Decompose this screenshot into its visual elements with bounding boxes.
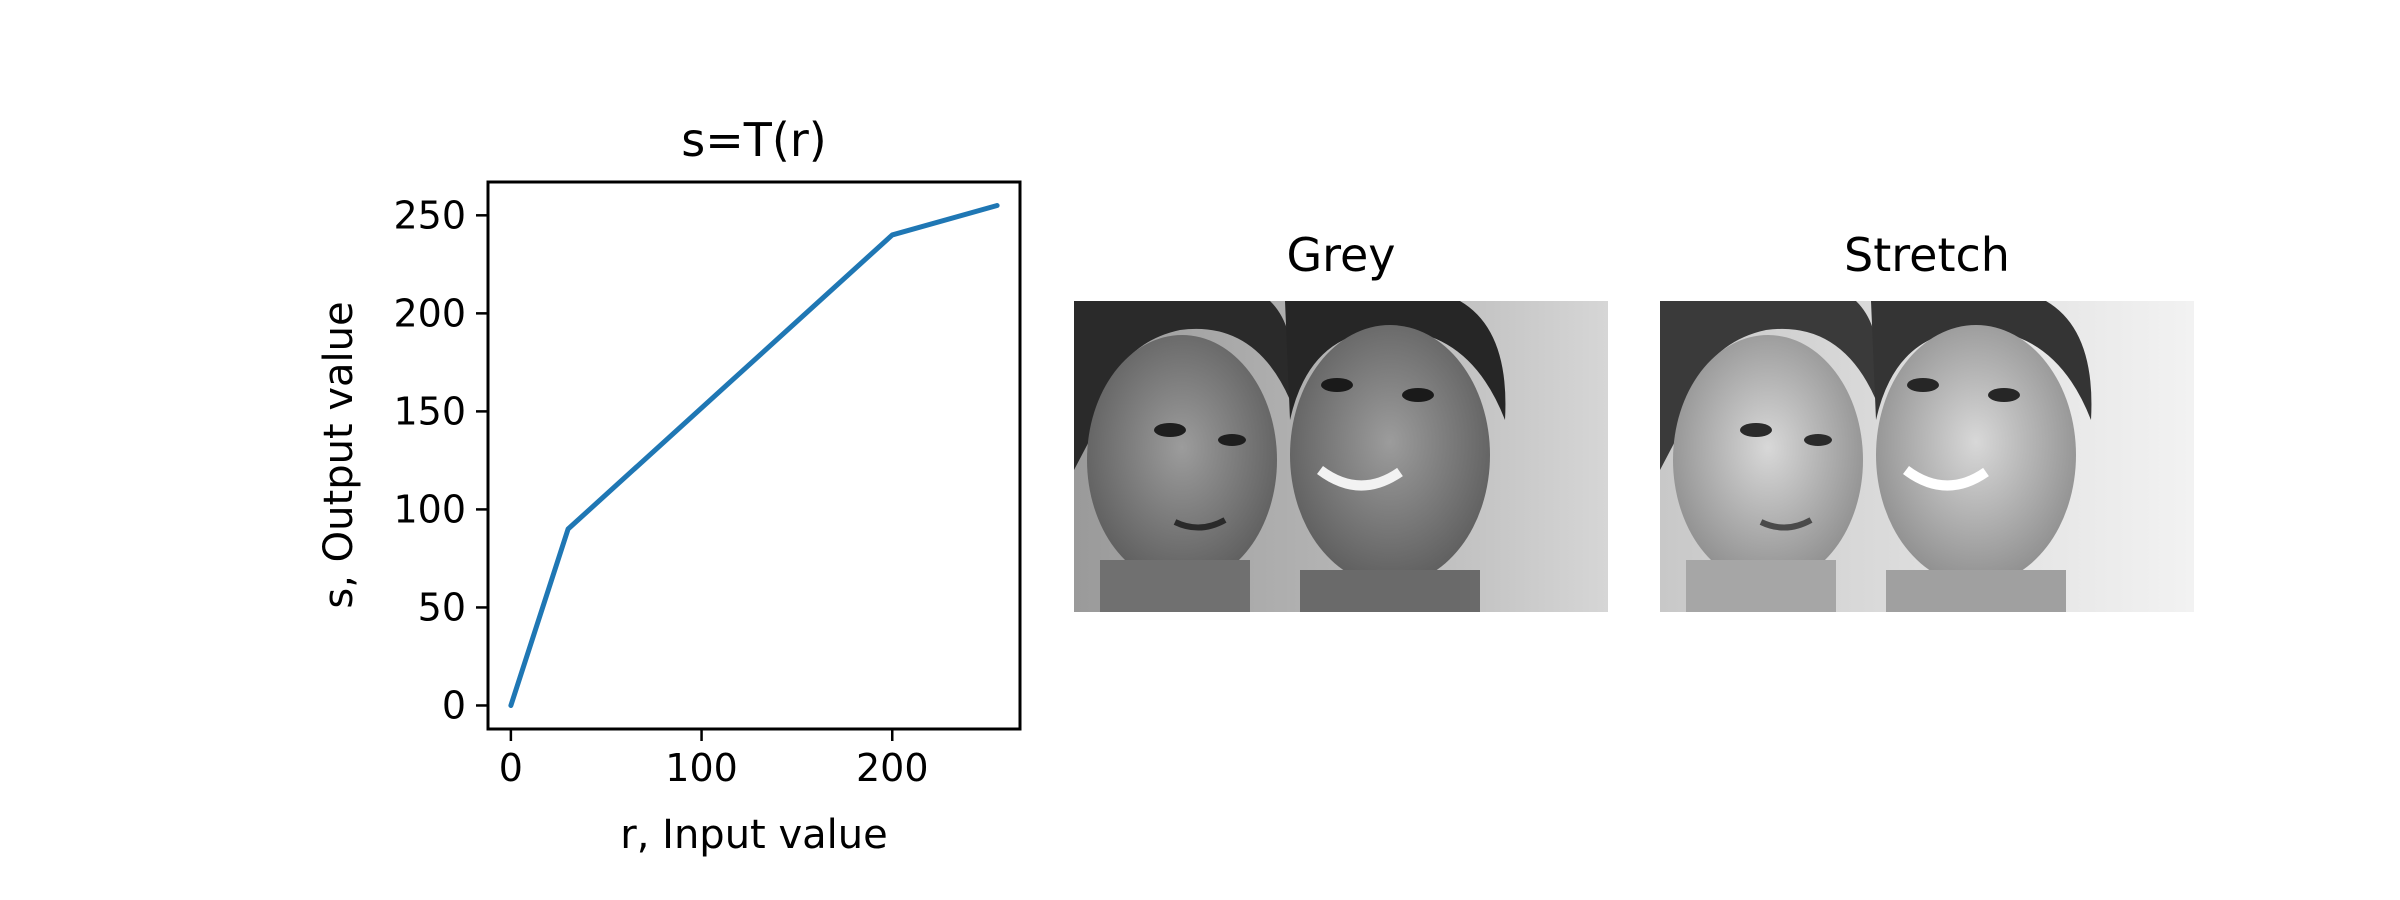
plot-area: 0 100 200 0 50 100 150 200 250 <box>393 180 1022 790</box>
y-tick-label: 100 <box>393 487 466 531</box>
y-tick-label: 0 <box>442 683 466 727</box>
y-axis: 0 50 100 150 200 250 <box>393 193 488 727</box>
x-tick-label: 100 <box>665 746 738 790</box>
y-tick-label: 50 <box>418 585 466 629</box>
chart-title: s=T(r) <box>681 113 827 167</box>
x-tick-label: 200 <box>856 746 929 790</box>
stretch-image <box>1660 301 2194 612</box>
x-axis: 0 100 200 <box>499 729 929 790</box>
y-tick-label: 150 <box>393 389 466 433</box>
series-line <box>508 203 1000 708</box>
series-group <box>508 203 1000 708</box>
x-tick-label: 0 <box>499 746 523 790</box>
plot-frame <box>486 180 1022 731</box>
grey-image-title: Grey <box>1286 228 1396 282</box>
grey-image <box>1074 301 1608 612</box>
y-axis-label: s, Output value <box>316 301 362 608</box>
stretch-image-title: Stretch <box>1844 228 2010 282</box>
y-tick-label: 250 <box>393 193 466 237</box>
y-tick-label: 200 <box>393 291 466 335</box>
x-axis-label: r, Input value <box>620 812 887 858</box>
